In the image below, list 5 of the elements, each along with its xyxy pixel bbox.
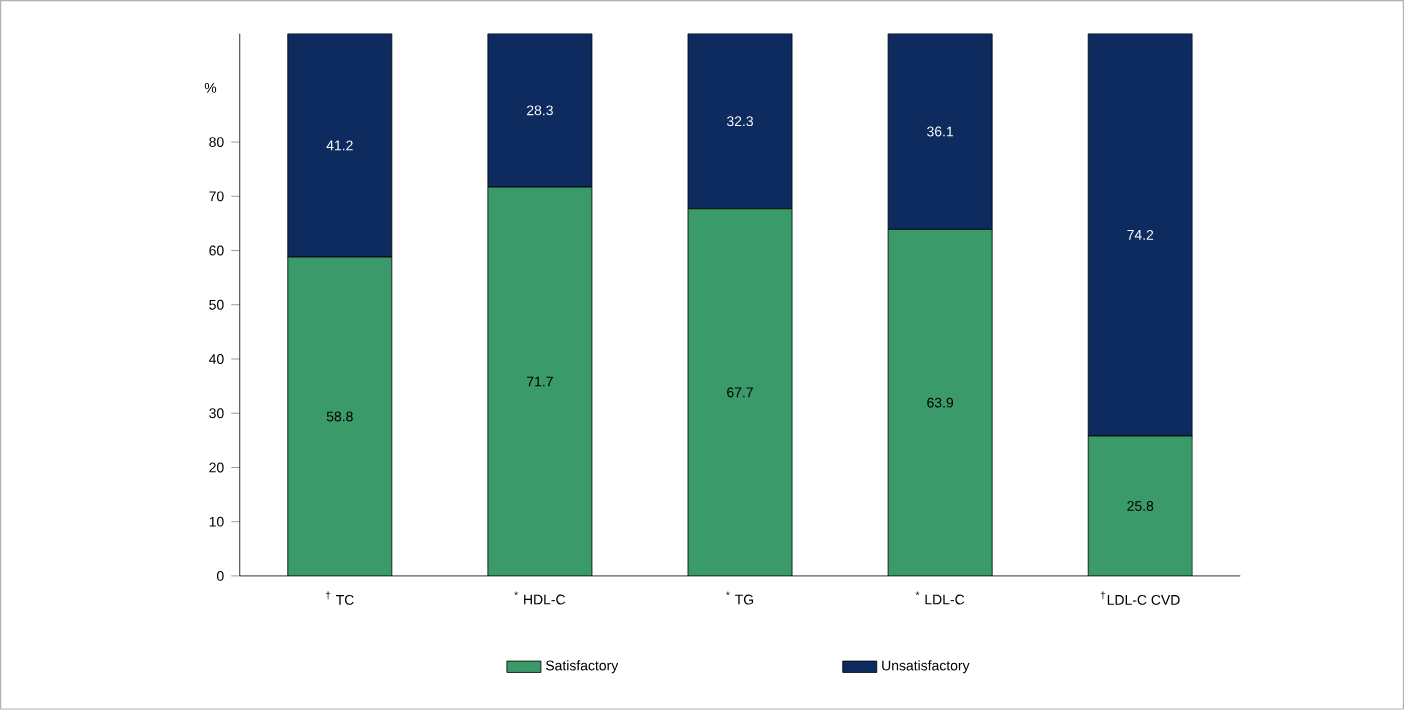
bar xyxy=(887,33,993,230)
bar xyxy=(687,33,793,210)
bar xyxy=(487,33,593,188)
bar xyxy=(287,33,393,258)
bar xyxy=(1087,33,1193,437)
